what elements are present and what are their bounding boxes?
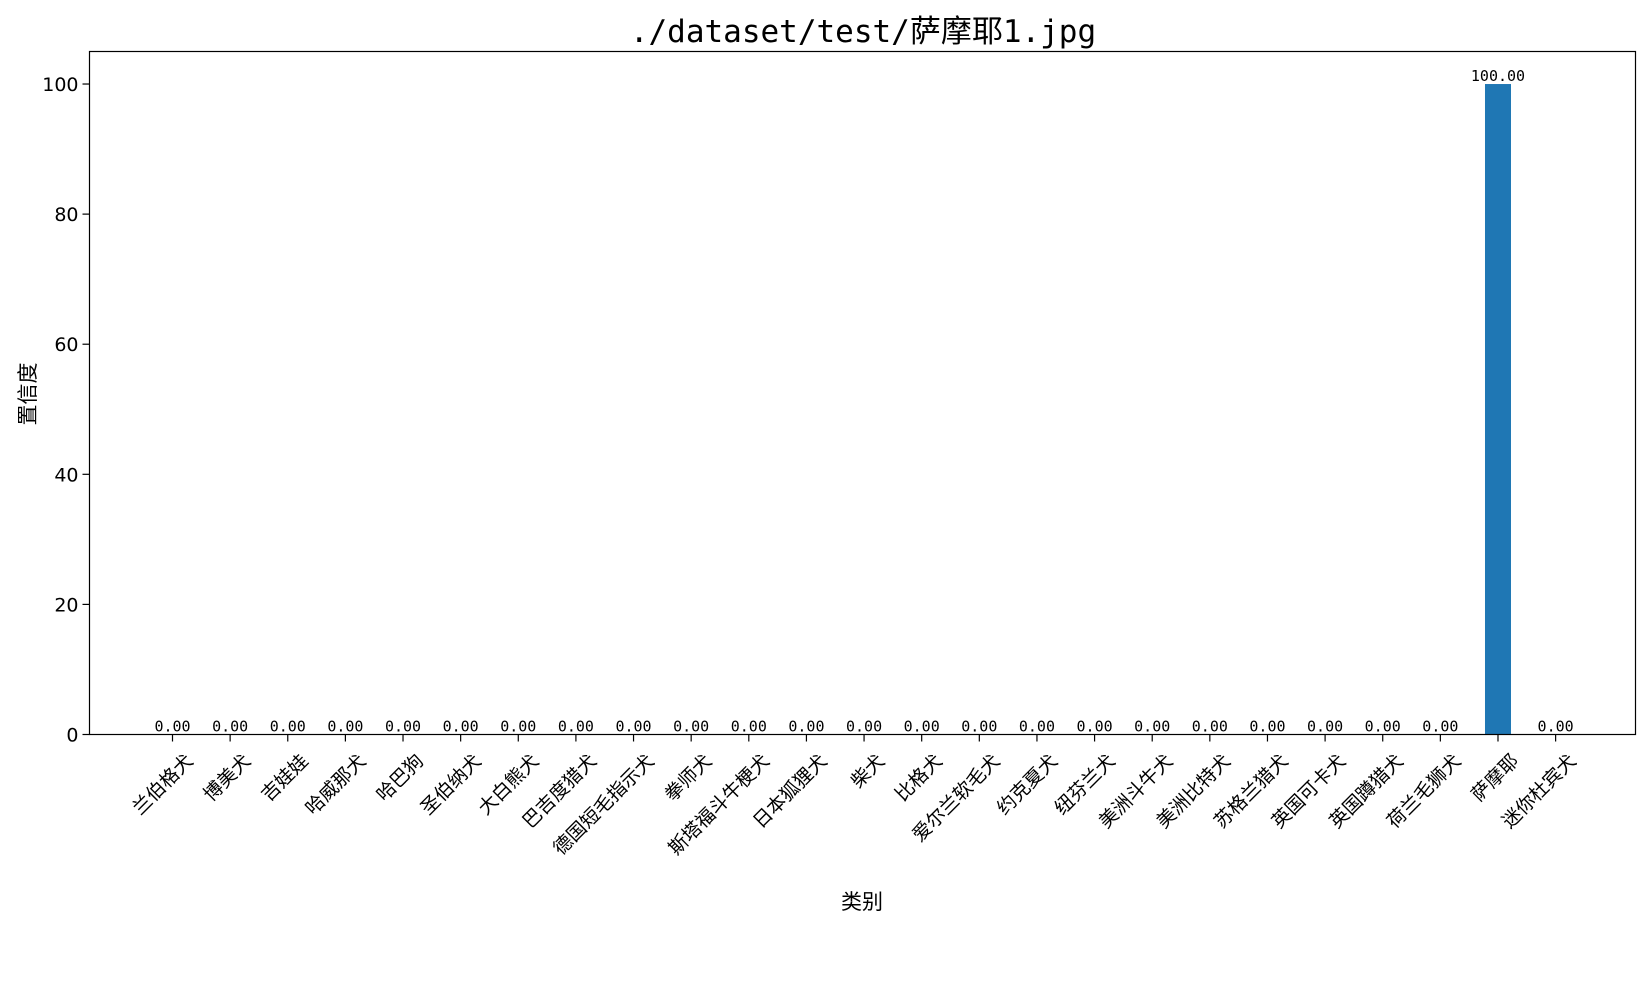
data-label: 0.00 [327,718,363,736]
category-label: 德国短毛指示犬 [549,750,659,860]
data-label: 0.00 [385,718,421,736]
chart-title: ./dataset/test/萨摩耶1.jpg [630,14,1096,50]
data-label: 0.00 [1538,718,1574,736]
data-label: 0.00 [731,718,767,736]
data-label: 0.00 [1077,718,1113,736]
y-tick-label: 20 [54,594,78,616]
data-label: 0.00 [1365,718,1401,736]
data-label: 0.00 [1307,718,1343,736]
data-label: 0.00 [1134,718,1170,736]
y-tick-label: 60 [54,334,78,356]
data-label: 0.00 [1422,718,1458,736]
category-label: 哈威那犬 [301,750,370,819]
category-label: 柴犬 [847,750,889,792]
x-axis-label: 类别 [841,890,883,914]
data-label: 100.00 [1471,67,1525,85]
y-tick-label: 100 [42,74,78,96]
y-axis-label: 置信度 [16,363,40,426]
data-label: 0.00 [1019,718,1055,736]
plot-area: 0 20 40 60 80 100 0.00 兰伯格犬 0.00 博美犬 0.00 吉娃娃 0.00 哈威… [42,67,1581,860]
category-label: 萨摩耶 [1467,750,1523,806]
data-label: 0.00 [615,718,651,736]
y-tick-label: 0 [66,725,78,747]
data-label: 0.00 [154,718,190,736]
y-tick-label: 80 [54,204,78,226]
data-label: 0.00 [500,718,536,736]
y-tick-label: 40 [54,464,78,486]
category-label: 斯塔福斗牛梗犬 [664,750,774,860]
data-label: 0.00 [270,718,306,736]
data-label: 0.00 [1192,718,1228,736]
category-label: 约克夏犬 [993,750,1062,819]
category-label: 圣伯纳犬 [416,750,485,819]
data-label: 0.00 [212,718,248,736]
plot-frame [88,50,1637,736]
data-label: 0.00 [904,718,940,736]
bar [1484,84,1511,735]
category-label: 博美犬 [199,750,255,806]
data-label: 0.00 [961,718,997,736]
category-label: 吉娃娃 [257,750,313,806]
data-label: 0.00 [443,718,479,736]
category-label: 比格犬 [891,750,947,806]
data-label: 0.00 [1249,718,1285,736]
category-label: 哈巴狗 [372,750,428,806]
data-label: 0.00 [558,718,594,736]
category-label: 拳师犬 [660,750,716,806]
data-label: 0.00 [673,718,709,736]
data-label: 0.00 [846,718,882,736]
data-label: 0.00 [788,718,824,736]
category-label: 兰伯格犬 [128,750,197,819]
